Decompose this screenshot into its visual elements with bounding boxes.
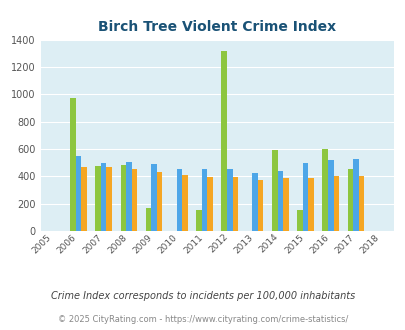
Bar [131, 170, 137, 231]
Bar [352, 158, 358, 231]
Bar [358, 176, 363, 231]
Bar [207, 177, 212, 231]
Bar [257, 180, 263, 231]
Bar [75, 156, 81, 231]
Bar [347, 169, 352, 231]
Bar [120, 165, 126, 231]
Bar [307, 178, 313, 231]
Bar [106, 167, 112, 231]
Bar [221, 51, 226, 231]
Bar [277, 171, 282, 231]
Bar [322, 149, 327, 231]
Bar [81, 167, 87, 231]
Bar [126, 162, 131, 231]
Bar [232, 177, 238, 231]
Text: Crime Index corresponds to incidents per 100,000 inhabitants: Crime Index corresponds to incidents per… [51, 291, 354, 301]
Title: Birch Tree Violent Crime Index: Birch Tree Violent Crime Index [98, 20, 335, 34]
Bar [226, 170, 232, 231]
Bar [201, 170, 207, 231]
Bar [70, 98, 75, 231]
Bar [196, 211, 201, 231]
Bar [145, 209, 151, 231]
Bar [271, 150, 277, 231]
Bar [182, 175, 187, 231]
Text: © 2025 CityRating.com - https://www.cityrating.com/crime-statistics/: © 2025 CityRating.com - https://www.city… [58, 315, 347, 324]
Bar [151, 164, 156, 231]
Bar [156, 172, 162, 231]
Bar [282, 178, 288, 231]
Bar [101, 163, 106, 231]
Bar [327, 160, 333, 231]
Bar [302, 163, 307, 231]
Bar [252, 173, 257, 231]
Bar [333, 176, 338, 231]
Bar [296, 210, 302, 231]
Bar [176, 170, 182, 231]
Bar [95, 166, 101, 231]
